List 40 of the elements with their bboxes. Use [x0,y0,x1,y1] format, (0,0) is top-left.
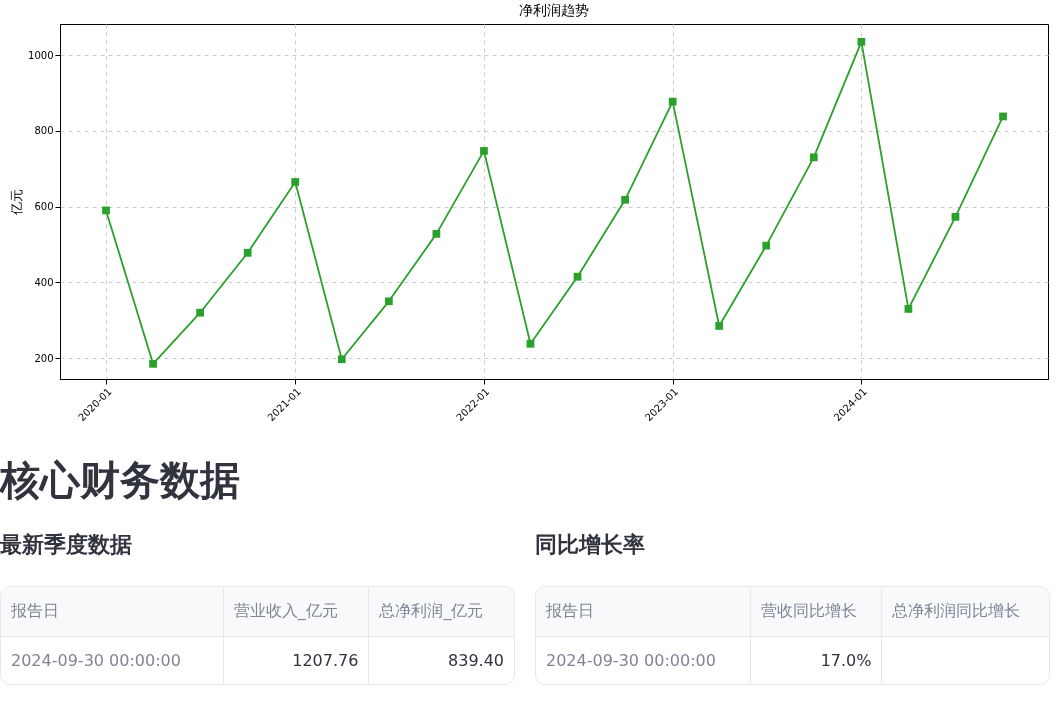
point [715,322,724,330]
point [337,355,346,364]
text: 营收同比增长 [750,587,883,637]
point [857,37,866,46]
point [951,212,960,221]
text: 报告日 [536,587,751,637]
point [432,230,441,238]
y-tick-label: 600 [34,201,54,213]
text: 同比增长率 [535,531,646,559]
chart-title: 净利润趋势 [519,2,589,18]
point [809,153,818,162]
text: 2024-09-30 00:00:00 [1,637,224,684]
point [102,206,110,215]
point [904,305,913,313]
text: 总净利润同比增长 [882,587,1049,637]
point [384,297,393,306]
point [291,178,300,186]
point [149,359,157,368]
text: 最新季度数据 [0,531,133,559]
y-tick-label: 1000 [28,49,54,61]
point [621,195,629,204]
point [762,241,771,250]
text: 839.40 [447,650,505,672]
point [573,272,582,281]
text: 2024-09-30 00:00:00 [536,637,751,684]
y-tick-label: 200 [34,352,54,364]
point [668,97,677,106]
text: 报告日 [1,587,224,637]
text: 1207.76 [223,637,370,684]
y-axis-title: 亿元 [9,189,25,216]
point [999,112,1007,121]
point [243,248,252,257]
text: 总净利润_亿元 [369,587,514,637]
text: 营业收入_亿元 [223,587,370,637]
point [196,308,204,317]
text: 17.0% [750,637,883,684]
y-tick-label: 800 [34,125,54,137]
point [480,147,488,155]
point [526,339,535,348]
y-tick-label: 400 [34,276,54,288]
